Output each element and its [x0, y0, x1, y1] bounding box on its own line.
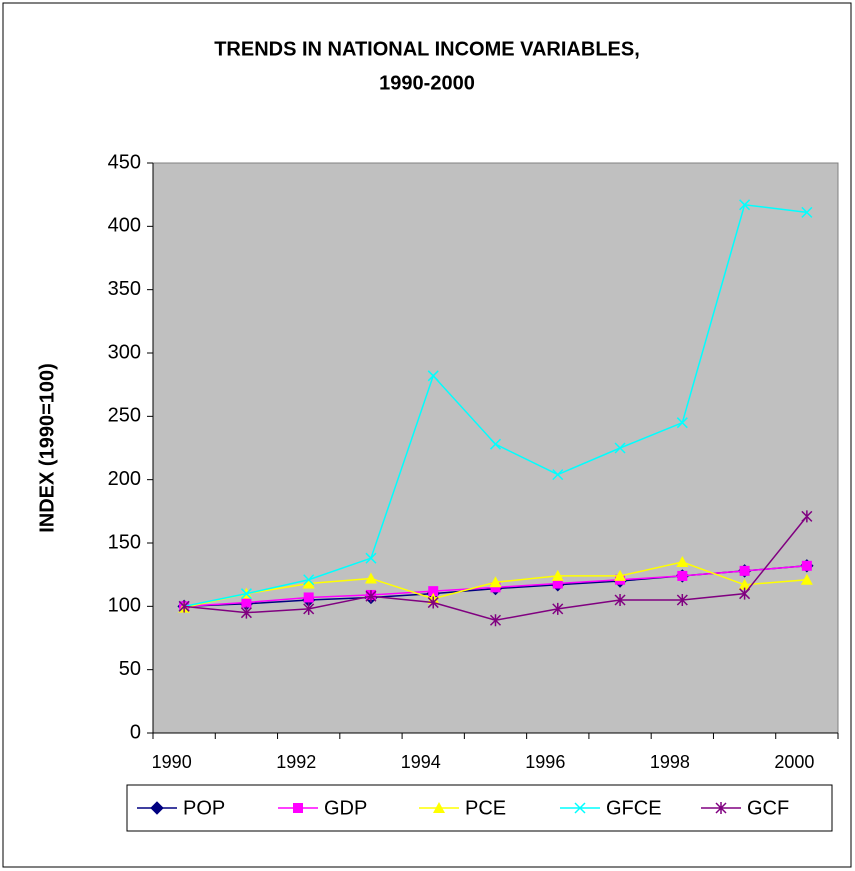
legend-marker [574, 802, 586, 814]
data-point [801, 560, 812, 571]
chart-title: TRENDS IN NATIONAL INCOME VARIABLES, [214, 38, 640, 60]
data-point [676, 594, 688, 606]
data-point [739, 587, 751, 600]
data-point [614, 594, 626, 606]
data-point [614, 442, 626, 454]
data-point [241, 597, 252, 608]
data-point [489, 614, 502, 627]
data-point [677, 570, 688, 581]
data-point [739, 199, 751, 211]
data-point [240, 588, 252, 600]
data-point [303, 602, 315, 615]
y-tick-label: 150 [108, 531, 141, 553]
y-tick-label: 450 [108, 151, 141, 173]
y-tick-label: 400 [108, 215, 141, 237]
data-point [489, 576, 502, 588]
data-point [178, 600, 190, 613]
data-point [614, 569, 627, 581]
legend-marker [433, 802, 445, 813]
data-point [738, 578, 751, 590]
legend-marker [150, 801, 164, 815]
data-point [552, 469, 564, 481]
data-point [428, 586, 439, 597]
data-point [552, 602, 564, 615]
data-point [800, 573, 813, 585]
x-tick-label: 2000 [774, 752, 814, 772]
data-point [365, 590, 377, 603]
legend-label: PCE [465, 797, 506, 819]
legend-marker [715, 802, 727, 814]
x-tick-label: 1992 [276, 752, 316, 772]
x-tick-label: 1994 [401, 752, 441, 772]
legend-label: GDP [324, 797, 367, 819]
data-point [739, 565, 750, 576]
y-tick-label: 0 [130, 721, 141, 743]
data-point [364, 572, 377, 584]
data-point [552, 578, 563, 589]
x-tick-label: 1996 [525, 752, 565, 772]
data-point [801, 510, 813, 523]
data-point [676, 556, 689, 567]
legend-marker [293, 803, 303, 813]
y-axis-label: INDEX (1990=100) [36, 363, 58, 533]
data-point [801, 206, 813, 218]
data-point [365, 552, 377, 564]
data-point [551, 569, 564, 581]
data-point [427, 370, 439, 382]
plot-area [152, 162, 839, 734]
y-tick-label: 350 [108, 278, 141, 300]
data-point [489, 438, 502, 450]
legend-label: GCF [747, 797, 789, 819]
data-point [240, 606, 252, 619]
y-tick-label: 200 [108, 468, 141, 490]
data-point [303, 592, 314, 603]
legend-label: GFCE [606, 797, 662, 819]
x-tick-label: 1990 [152, 752, 192, 772]
y-tick-label: 100 [108, 595, 141, 617]
data-point [490, 582, 501, 593]
y-tick-label: 250 [108, 405, 141, 427]
data-point [676, 417, 688, 429]
data-point [427, 596, 439, 609]
x-tick-label: 1998 [650, 752, 690, 772]
chart-title: 1990-2000 [379, 72, 475, 94]
data-point [302, 577, 315, 589]
legend-label: POP [183, 797, 225, 819]
y-tick-label: 50 [119, 658, 141, 680]
y-tick-label: 300 [108, 341, 141, 363]
data-point [303, 574, 315, 586]
